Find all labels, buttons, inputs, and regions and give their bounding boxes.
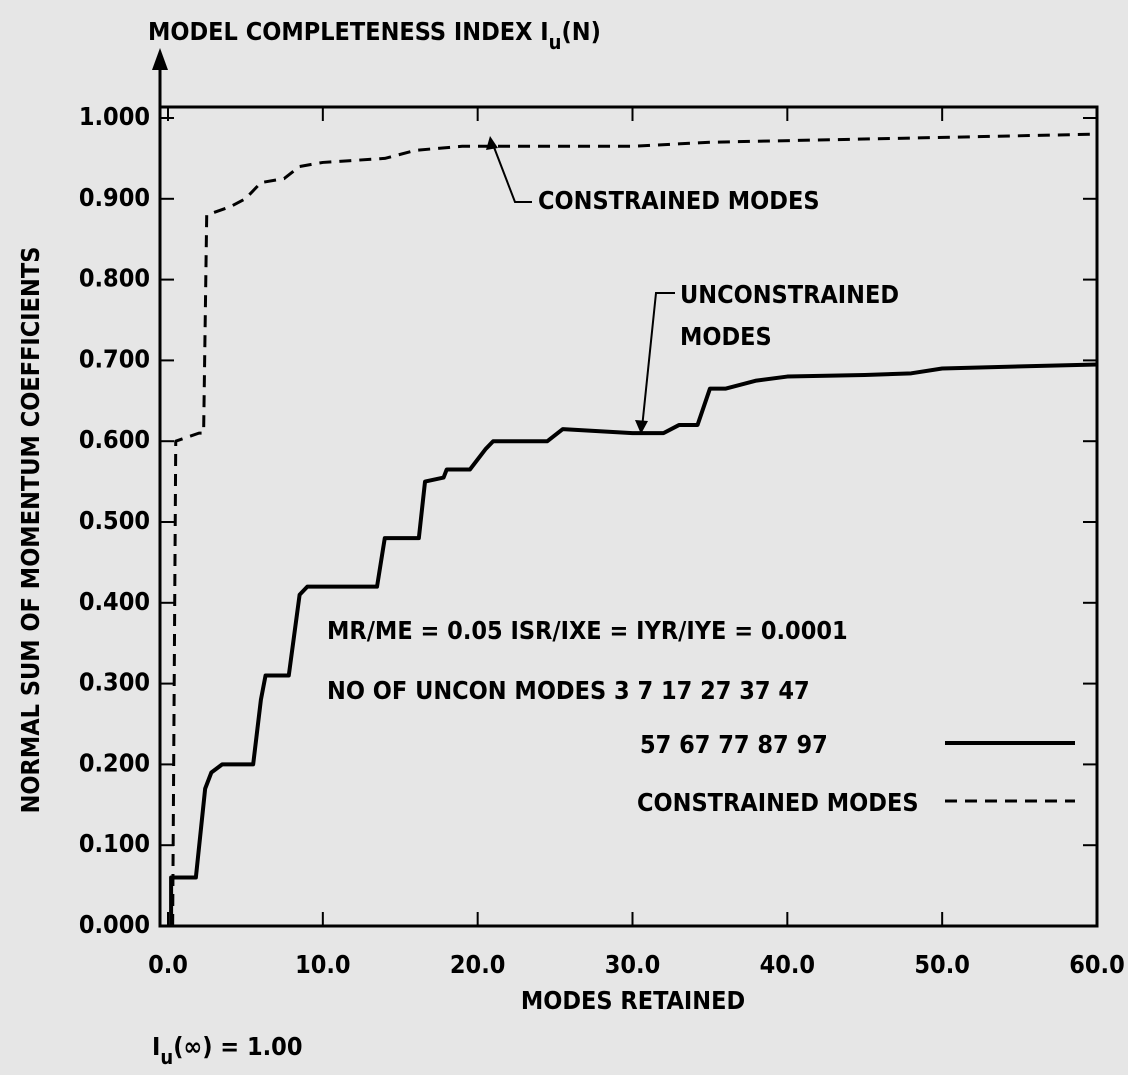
x-tick-label: 50.0: [914, 950, 970, 979]
x-tick-label: 60.0: [1069, 950, 1125, 979]
y-tick-label: 0.300: [79, 668, 150, 697]
legend-label: 57 67 77 87 97: [640, 730, 828, 759]
y-tick-label: 0.500: [79, 506, 150, 535]
text-part: MODEL COMPLETENESS INDEX I: [148, 17, 549, 46]
x-tick-label: 10.0: [295, 950, 351, 979]
x-tick-label: 20.0: [450, 950, 506, 979]
chart-title: MODEL COMPLETENESS INDEX Iu(N): [148, 17, 601, 54]
axis-arrowhead: [152, 48, 168, 70]
annotation: NO OF UNCON MODES 3 7 17 27 37 47: [327, 676, 810, 705]
x-tick-label: 0.0: [148, 950, 188, 979]
plot-frame: [158, 105, 1099, 928]
y-tick-label: 0.900: [79, 183, 150, 212]
annotation: UNCONSTRAINED: [680, 280, 899, 309]
y-tick-label: 0.000: [79, 910, 150, 939]
annotation: CONSTRAINED MODES: [538, 186, 820, 215]
y-tick-label: 0.200: [79, 748, 150, 777]
footnote: Iu(∞) = 1.00: [152, 1032, 302, 1069]
y-tick-label: 0.400: [79, 587, 150, 616]
annotation-arrow: [491, 141, 532, 203]
annotation: MODES: [680, 322, 772, 351]
y-tick-label: 0.700: [79, 344, 150, 373]
x-tick-label: 30.0: [605, 950, 661, 979]
y-tick-label: 0.600: [79, 425, 150, 454]
text-part: (∞) = 1.00: [173, 1032, 302, 1061]
text-part: I: [152, 1032, 160, 1061]
x-axis-label: MODES RETAINED: [521, 986, 745, 1015]
y-tick-label: 0.800: [79, 264, 150, 293]
x-tick-label: 40.0: [760, 950, 816, 979]
series-line: [169, 362, 1098, 926]
y-tick-label: 1.000: [79, 102, 150, 131]
text-part: u: [160, 1045, 173, 1069]
text-part: u: [549, 30, 562, 54]
annotation-arrow: [641, 292, 675, 429]
annotation-arrowhead: [635, 420, 648, 434]
legend-label: CONSTRAINED MODES: [637, 788, 919, 817]
series-line: [171, 132, 1098, 927]
y-axis-label: NORMAL SUM OF MOMENTUM COEFFICIENTS: [16, 247, 45, 814]
annotation: MR/ME = 0.05 ISR/IXE = IYR/IYE = 0.0001: [327, 616, 848, 645]
y-tick-label: 0.100: [79, 829, 150, 858]
text-part: (N): [561, 17, 600, 46]
